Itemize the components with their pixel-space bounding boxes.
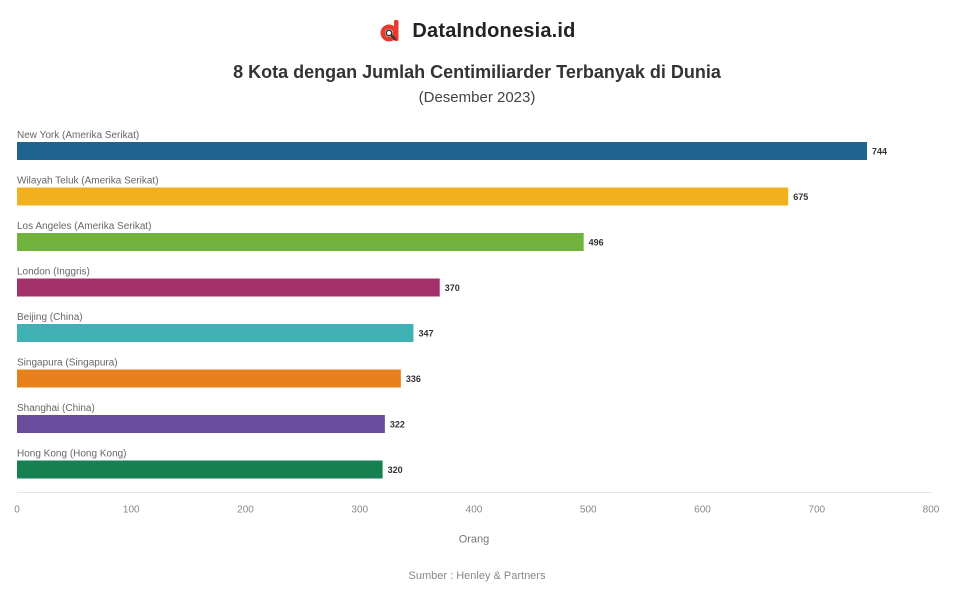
chart-title: 8 Kota dengan Jumlah Centimiliarder Terb… [233,62,721,82]
bar-chart: New York (Amerika Serikat) 744 Wilayah Tel… [14,130,940,546]
bar [17,415,385,433]
x-tick-label: 500 [580,505,597,516]
x-tick-label: 100 [123,505,140,516]
value-label: 370 [445,283,460,293]
x-tick-label: 600 [694,505,711,516]
bar [17,142,868,160]
category-label: Singapura (Singapura) [17,358,118,369]
dataindonesia-logo-icon [378,18,404,44]
value-label: 744 [872,147,887,157]
bar [17,369,401,388]
x-axis-title: Orang [459,534,490,546]
category-label: New York (Amerika Serikat) [17,130,139,141]
category-label: Los Angeles (Amerika Serikat) [17,221,152,232]
x-tick-label: 700 [808,505,825,516]
category-label: London (Inggris) [17,267,90,278]
value-label: 320 [388,465,403,475]
value-label: 496 [589,238,604,248]
bar [17,460,383,479]
bar [17,187,789,206]
brand-name: DataIndonesia.id [412,19,576,42]
value-label: 322 [390,420,405,430]
source-note: Sumber : Henley & Partners [408,570,546,582]
category-label: Beijing (China) [17,312,83,323]
x-tick-label: 200 [237,505,254,516]
bar [17,278,440,297]
x-tick-label: 800 [923,505,940,516]
x-tick-label: 0 [14,505,20,516]
bar [17,233,584,251]
category-label: Hong Kong (Hong Kong) [17,449,127,460]
value-label: 336 [406,374,421,384]
x-tick-label: 300 [351,505,368,516]
chart-subtitle: (Desember 2023) [418,89,536,106]
category-label: Shanghai (China) [17,403,95,414]
x-tick-label: 400 [466,505,483,516]
value-label: 347 [418,329,433,339]
brand-header: DataIndonesia.id [0,18,954,44]
bar [17,324,414,342]
category-label: Wilayah Teluk (Amerika Serikat) [17,176,159,187]
value-label: 675 [793,192,808,202]
